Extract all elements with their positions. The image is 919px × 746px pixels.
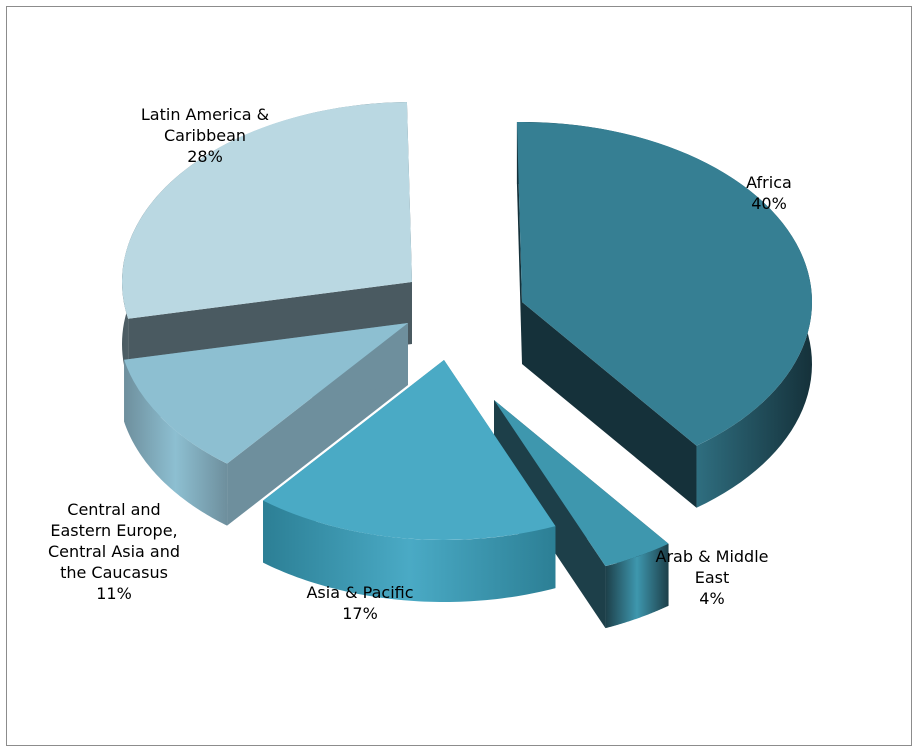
pie-slice-central-and-eastern-europe-central-asia-and-the-caucasus xyxy=(124,323,409,526)
pie-slice-africa xyxy=(516,121,812,508)
data-label-asia-pacific: Asia & Pacific 17% xyxy=(306,583,413,623)
data-label-central-and-eastern-europe-central-asia-and-the-caucasus: Central and Eastern Europe, Central Asia a… xyxy=(48,500,180,603)
slice-top xyxy=(124,323,409,464)
data-label-arab-middle-east: Arab & Middle East 4% xyxy=(656,547,769,608)
slice-wall xyxy=(494,400,606,629)
slice-top xyxy=(263,360,556,540)
slice-outer-wall xyxy=(263,500,556,602)
slice-wall xyxy=(522,302,697,508)
slice-top xyxy=(516,121,812,446)
slice-top xyxy=(494,400,669,567)
data-label-latin-america-caribbean: Latin America & Caribbean 28% xyxy=(141,105,269,166)
slice-top xyxy=(122,102,412,319)
slice-outer-wall xyxy=(605,543,669,629)
pie-slice-asia-pacific xyxy=(263,360,556,602)
slice-outer-wall xyxy=(124,359,228,526)
pie-slice-arab-middle-east xyxy=(494,400,669,629)
data-label-africa: Africa 40% xyxy=(746,173,792,213)
